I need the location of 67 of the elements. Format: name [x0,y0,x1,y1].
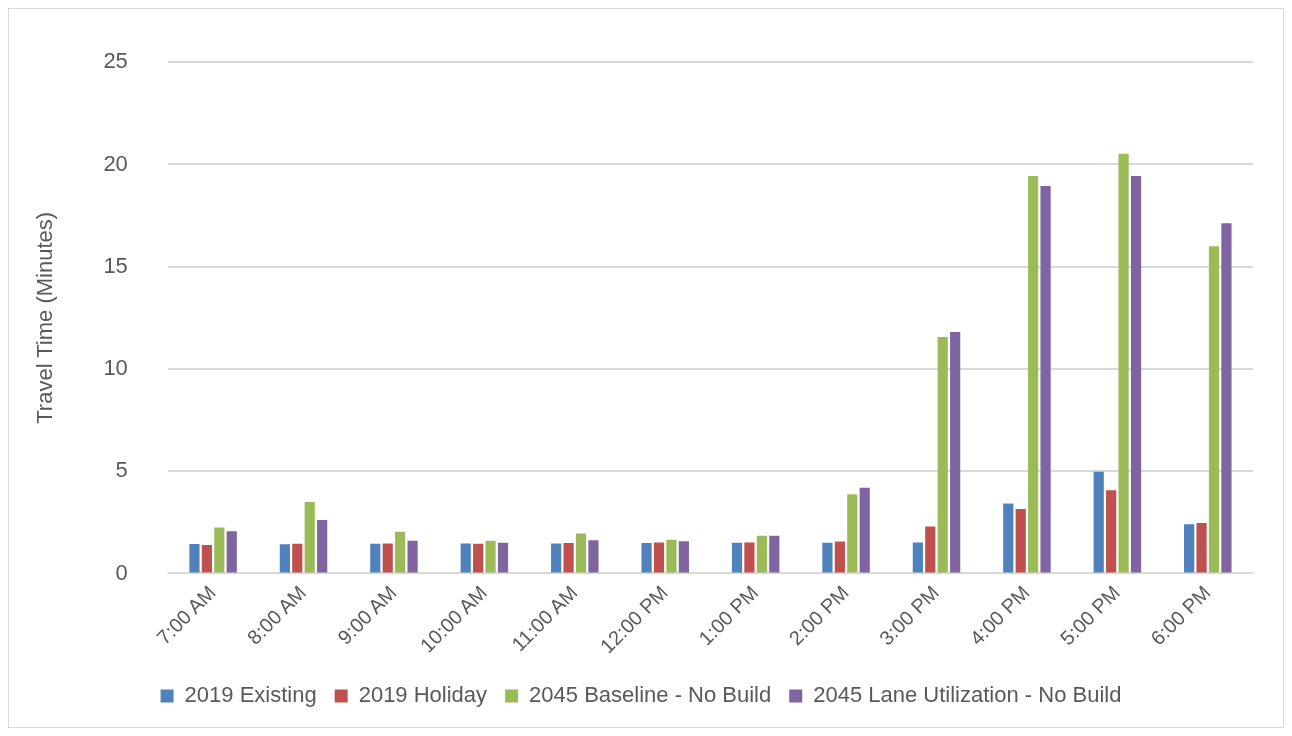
bar [1221,223,1232,573]
bar [847,494,858,573]
y-tick-label: 25 [103,48,128,74]
bar [653,542,665,573]
bar [1196,522,1207,573]
x-tick-label: 3:00 PM [875,581,944,650]
bar [678,541,689,573]
bar [859,487,870,573]
bar [214,527,225,573]
bar [551,543,562,573]
bar [1118,153,1129,573]
bar [279,544,290,573]
bar [666,539,677,573]
bar [473,543,484,573]
bar [1028,175,1039,573]
bar [641,543,652,573]
x-tick-label: 5:00 PM [1055,581,1125,650]
bar [1130,175,1142,573]
bar [744,542,755,573]
bar [201,545,212,573]
bar [317,520,328,573]
bar [950,331,961,573]
bar [588,540,599,573]
legend-label: 2019 Existing [184,682,317,708]
bar [382,543,393,573]
legend-label: 2045 Baseline - No Build [529,682,772,708]
y-axis-title: Travel Time (Minutes) [32,211,58,424]
bar [834,541,845,573]
bar [1093,471,1104,573]
bar [1208,246,1220,573]
bar [1015,509,1026,573]
bar [912,542,923,573]
y-tick-label: 20 [103,150,128,176]
bar [937,337,948,573]
bar [460,543,471,573]
x-tick-label: 8:00 AM [242,581,311,649]
bar [1184,524,1195,573]
bar [822,542,833,573]
legend-label: 2019 Holiday [358,682,488,708]
bar [485,540,496,573]
y-tick-label: 5 [115,457,128,483]
bar [1003,503,1014,573]
bar [1040,185,1051,573]
y-tick-label: 15 [103,252,128,278]
bar [925,526,936,573]
bar [189,544,200,573]
bar [575,533,587,573]
y-tick-label: 0 [115,559,128,585]
legend-label: 2045 Lane Utilization - No Build [813,682,1122,708]
x-tick-label: 6:00 PM [1146,581,1215,650]
bar [226,531,237,573]
x-tick-label: 9:00 AM [333,581,401,649]
bar [407,540,418,573]
bar [292,543,303,573]
y-tick-label: 10 [103,355,128,381]
bar [395,531,406,573]
x-tick-label: 1:00 PM [694,581,763,650]
bar [769,535,780,573]
x-tick-label: 4:00 PM [965,581,1034,650]
bar [497,542,509,573]
bar [756,535,767,573]
bar [1106,490,1117,573]
bar [731,542,743,573]
bar [563,543,574,573]
bar [370,543,381,573]
x-tick-label: 7:00 AM [152,581,220,649]
bar [304,501,315,573]
